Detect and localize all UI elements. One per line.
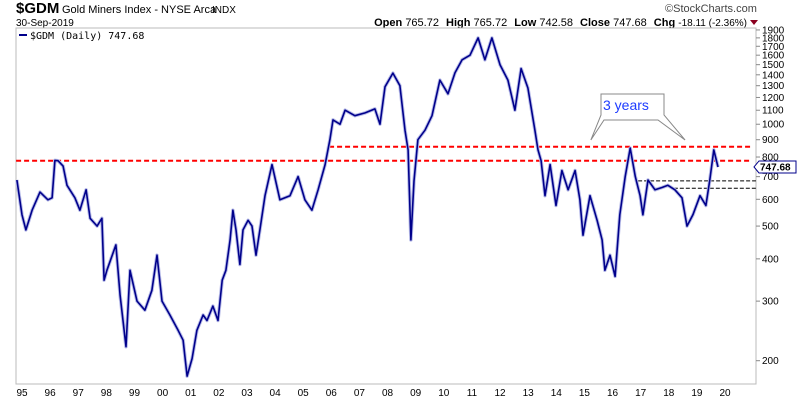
high-label: High (446, 17, 471, 29)
x-tick-label: 01 (185, 388, 197, 399)
y-tick-label: 1700 (762, 42, 785, 53)
y-axis: 200 300 400 500 600 700 800 900 1000 1100 12001300… (756, 25, 785, 367)
x-tick-label: 96 (45, 388, 57, 399)
callout-box (590, 93, 686, 141)
x-tick-label: 19 (691, 388, 703, 399)
chart-date: 30-Sep-2019 (16, 18, 74, 29)
symbol: $GDM (16, 0, 59, 17)
x-tick-label: 20 (719, 388, 731, 399)
last-price-label: 747.68 (760, 162, 791, 173)
low-value: 742.58 (539, 17, 573, 29)
close-value: 747.68 (613, 17, 647, 29)
x-tick-label: 07 (354, 388, 366, 399)
x-tick-label: 09 (410, 388, 422, 399)
x-tick-label: 99 (129, 388, 141, 399)
series-layer (15, 36, 720, 378)
y-tick-label: 200 (762, 356, 779, 367)
y-tick-label: 500 (762, 222, 779, 233)
x-tick-label: 98 (101, 388, 113, 399)
y-tick-label: 1200 (762, 93, 785, 104)
x-tick-label: 16 (607, 388, 619, 399)
y-tick-label: 1000 (762, 120, 785, 131)
y-tick-label: 1300 (762, 81, 785, 92)
chg-label: Chg (654, 17, 675, 29)
x-tick-label: 14 (551, 388, 563, 399)
three-years-callout: 3 years (590, 93, 686, 141)
y-tick-label: 400 (762, 254, 779, 265)
x-tick-label: 13 (523, 388, 535, 399)
y-tick-label: 700 (762, 172, 779, 183)
y-tick-label: 800 (762, 153, 779, 164)
high-value: 765.72 (474, 17, 508, 29)
x-tick-label: 17 (635, 388, 647, 399)
open-value: 765.72 (405, 17, 439, 29)
open-label: Open (374, 17, 402, 29)
exchange: INDX (212, 5, 236, 16)
gdm-price-line (16, 37, 719, 378)
low-label: Low (514, 17, 536, 29)
x-tick-label: 11 (467, 388, 478, 399)
header: $GDM Gold Miners Index - NYSE Arca INDX … (16, 0, 758, 29)
horizontal-lines (16, 145, 756, 189)
x-tick-label: 03 (241, 388, 253, 399)
legend-label: $GDM (Daily) 747.68 (30, 31, 144, 42)
close-label: Close (580, 17, 610, 29)
y-tick-label: 300 (762, 297, 779, 308)
chg-value: -18.11 (-2.36%) (678, 18, 747, 29)
y-tick-label: 1100 (762, 106, 784, 117)
index-name: Gold Miners Index - NYSE Arca (62, 4, 217, 16)
y-tick-label: 1900 (762, 25, 785, 36)
legend: $GDM (Daily) 747.68 (19, 31, 144, 42)
down-arrow-icon (750, 20, 758, 25)
ohlc-readout: Open 765.72 High 765.72 Low 742.58 Close… (374, 17, 747, 29)
x-tick-label: 12 (494, 388, 506, 399)
x-axis: 95 96 97 98 99 00 01 02 03 04 05 06 07 08 09 10 11 12 13 14… (16, 388, 731, 399)
plot-frame (15, 27, 757, 385)
x-tick-label: 04 (270, 388, 282, 399)
last-price-tag-box (753, 160, 797, 174)
callout-text: 3 years (603, 97, 649, 113)
x-tick-label: 02 (213, 388, 225, 399)
x-tick-label: 05 (298, 388, 310, 399)
y-tick-label: 1600 (762, 51, 785, 62)
stockcharts-watermark: ©StockCharts.com (665, 3, 757, 15)
y-tick-label: 1400 (762, 70, 785, 81)
x-tick-label: 15 (579, 388, 591, 399)
x-tick-label: 18 (663, 388, 675, 399)
y-tick-label: 900 (762, 135, 779, 146)
x-tick-label: 10 (438, 388, 450, 399)
last-price-tag: 747.68 (753, 160, 797, 174)
y-tick-label: 1800 (762, 33, 785, 44)
x-tick-label: 08 (382, 388, 394, 399)
y-tick-label: 600 (762, 195, 779, 206)
x-tick-label: 97 (73, 388, 85, 399)
x-tick-label: 00 (157, 388, 169, 399)
x-tick-label: 06 (326, 388, 338, 399)
series-halo (15, 36, 720, 378)
x-tick-label: 95 (16, 388, 28, 399)
y-tick-label: 1500 (762, 60, 785, 71)
